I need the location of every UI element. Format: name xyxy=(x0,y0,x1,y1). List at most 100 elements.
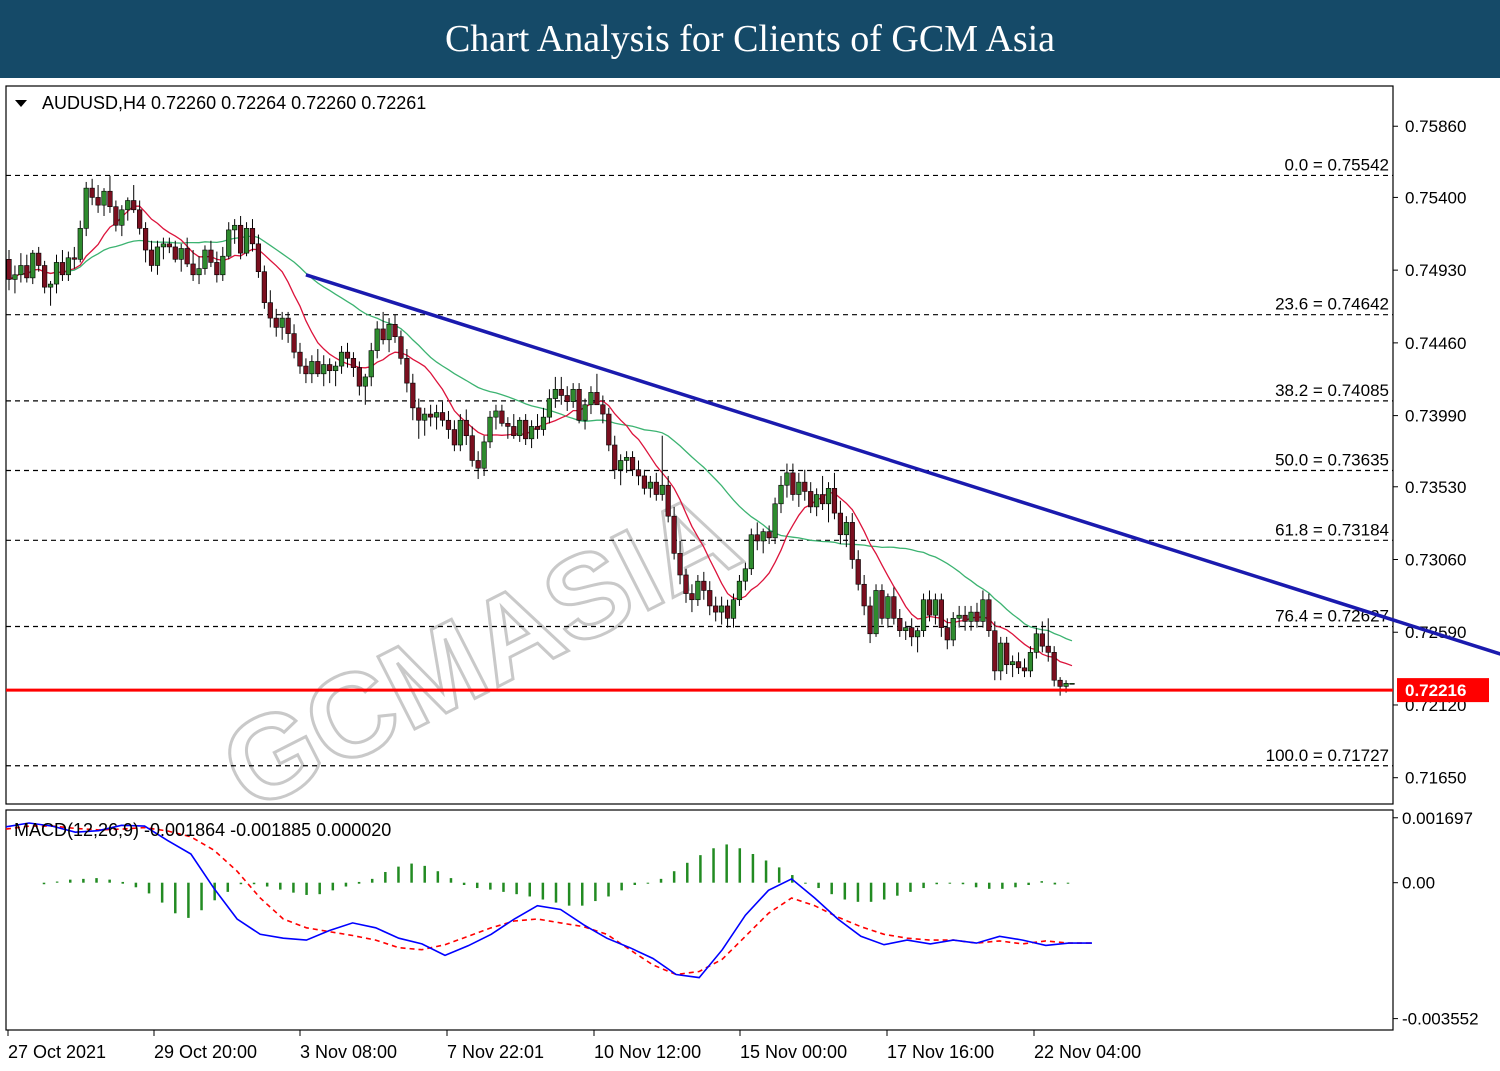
candle-body xyxy=(433,412,440,418)
candle-body xyxy=(517,419,523,437)
candle-body xyxy=(1004,642,1010,666)
candle-body xyxy=(570,388,576,402)
candle-body xyxy=(380,328,386,341)
candle-body xyxy=(891,596,897,619)
macd-panel-frame xyxy=(5,809,1394,1031)
candle-body xyxy=(178,248,184,260)
price-panel-frame xyxy=(5,85,1394,805)
candle-body xyxy=(65,257,71,276)
candle-body xyxy=(321,364,327,375)
candle-body xyxy=(285,317,291,334)
candle-body xyxy=(24,265,30,279)
candle-body xyxy=(766,531,772,539)
candle-body xyxy=(1057,679,1063,687)
candle-body xyxy=(463,419,469,437)
candle-body xyxy=(368,350,374,378)
candle-body xyxy=(255,243,262,272)
candle-body xyxy=(992,630,998,672)
downtrend-line xyxy=(305,273,1500,656)
candle-body xyxy=(861,583,867,607)
candle-body xyxy=(932,599,939,616)
candle-body xyxy=(909,627,915,638)
candle-body xyxy=(107,190,113,207)
current-price-marker xyxy=(1397,678,1489,703)
candle-body xyxy=(980,599,986,622)
candle-body xyxy=(546,398,553,418)
candle-body xyxy=(760,531,766,542)
candle-body xyxy=(12,274,18,280)
candle-body xyxy=(36,252,42,266)
candle-body xyxy=(635,469,642,477)
y-tick-label: 0.73990 xyxy=(1405,407,1466,426)
candle-body xyxy=(1033,633,1039,653)
candle-body xyxy=(1069,683,1075,685)
candle-body xyxy=(297,351,303,367)
candle-body xyxy=(618,460,624,471)
candle-body xyxy=(374,328,380,351)
macd-main-line xyxy=(5,822,1092,979)
candle-body xyxy=(95,197,101,206)
candle-body xyxy=(689,593,695,601)
candle-body xyxy=(243,228,250,254)
candle-body xyxy=(469,435,475,461)
candle-body xyxy=(629,457,636,471)
candle-body xyxy=(671,515,677,554)
candle-body xyxy=(220,255,226,276)
candle-body xyxy=(184,248,190,265)
candle-body xyxy=(707,590,713,607)
candle-body xyxy=(867,605,873,635)
symbol-header: AUDUSD,H4 0.72260 0.72264 0.72260 0.7226… xyxy=(42,93,426,113)
candle-body xyxy=(920,599,927,631)
fib-level-label: 0.0 = 0.75542 xyxy=(1285,155,1389,174)
candle-body xyxy=(683,574,689,594)
x-tick-label: 3 Nov 08:00 xyxy=(300,1042,397,1062)
candle-body xyxy=(986,599,992,631)
candle-body xyxy=(778,484,784,505)
candle-body xyxy=(772,503,778,539)
fib-level-label: 23.6 = 0.74642 xyxy=(1275,295,1389,314)
candle-body xyxy=(790,472,796,495)
candle-body xyxy=(511,426,517,437)
y-tick-label: 0.71650 xyxy=(1405,769,1466,788)
candle-body xyxy=(873,590,879,635)
y-tick-label: 0.73530 xyxy=(1405,478,1466,497)
candle-body xyxy=(998,642,1004,672)
candle-body xyxy=(825,488,832,505)
candle-body xyxy=(1039,633,1045,647)
candle-body xyxy=(131,200,137,211)
fib-level-label: 76.4 = 0.72627 xyxy=(1275,607,1389,626)
x-tick-label: 29 Oct 20:00 xyxy=(154,1042,257,1062)
candle-body xyxy=(238,224,244,254)
candle-body xyxy=(624,457,630,461)
candle-body xyxy=(142,228,149,251)
candle-body xyxy=(398,336,404,359)
candle-body xyxy=(42,265,48,288)
candle-body xyxy=(754,534,760,542)
candle-body xyxy=(950,618,956,641)
y-tick-label: 0.74930 xyxy=(1405,261,1466,280)
candle-body xyxy=(665,484,671,517)
x-tick-label: 27 Oct 2021 xyxy=(8,1042,106,1062)
candle-body xyxy=(309,361,315,375)
current-price-label: 0.72216 xyxy=(1405,681,1466,700)
candle-body xyxy=(594,392,600,406)
ma-fast-line xyxy=(8,205,1073,667)
candle-body xyxy=(534,426,541,430)
candle-body xyxy=(59,262,66,276)
candle-body xyxy=(214,262,220,276)
candle-body xyxy=(499,410,505,424)
page-title: Chart Analysis for Clients of GCM Asia xyxy=(444,18,1056,60)
candle-body xyxy=(653,481,659,495)
candle-body xyxy=(6,259,12,280)
candle-body xyxy=(677,553,683,576)
candle-body xyxy=(416,407,422,421)
candle-body xyxy=(232,224,238,231)
candle-body xyxy=(315,361,321,375)
macd-y-tick-label: 0.00 xyxy=(1402,874,1435,893)
chart-area: GCMASIA0.758600.754000.749300.744600.739… xyxy=(5,85,1500,1062)
candle-body xyxy=(344,351,351,359)
candle-body xyxy=(77,228,83,260)
candle-body xyxy=(968,611,974,622)
candle-body xyxy=(914,630,921,638)
candle-body xyxy=(428,413,434,418)
